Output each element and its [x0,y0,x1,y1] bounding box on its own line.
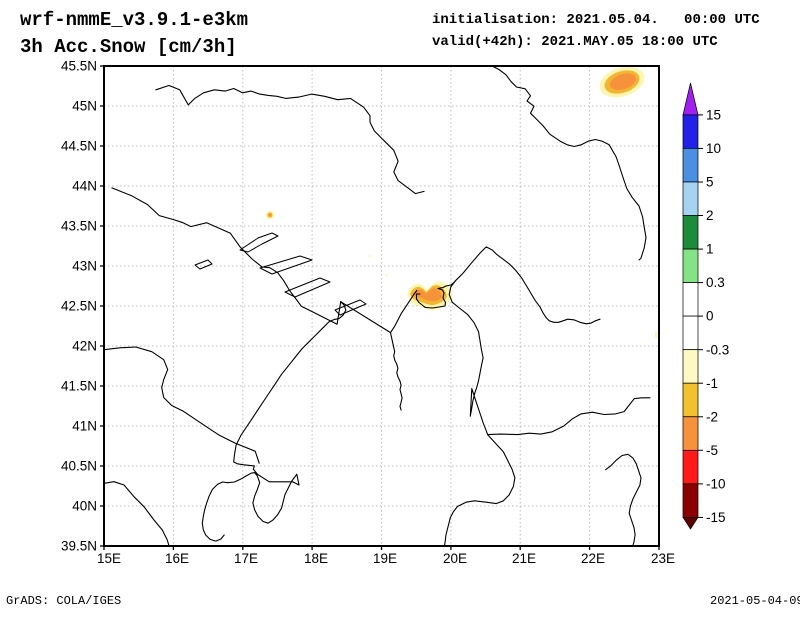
svg-text:40N: 40N [72,499,97,514]
svg-text:41.5N: 41.5N [61,379,97,394]
svg-text:0.3: 0.3 [706,275,725,290]
svg-text:44.5N: 44.5N [61,139,97,154]
svg-text:22E: 22E [581,551,605,566]
svg-text:15E: 15E [97,551,121,566]
svg-text:39.5N: 39.5N [61,539,97,554]
svg-text:16E: 16E [165,551,189,566]
svg-text:-5: -5 [706,443,718,458]
svg-text:41N: 41N [72,419,97,434]
svg-text:-2: -2 [706,409,718,424]
svg-text:-0.3: -0.3 [706,342,729,357]
svg-text:-15: -15 [706,510,726,525]
svg-text:43N: 43N [72,259,97,274]
svg-text:17E: 17E [234,551,258,566]
svg-text:5: 5 [706,175,714,190]
svg-text:2: 2 [706,208,714,223]
svg-text:15: 15 [706,108,721,123]
svg-text:1: 1 [706,242,714,257]
svg-text:40.5N: 40.5N [61,459,97,474]
svg-text:10: 10 [706,141,721,156]
svg-text:0: 0 [706,309,714,324]
svg-text:21E: 21E [512,551,536,566]
svg-text:44N: 44N [72,179,97,194]
svg-text:19E: 19E [373,551,397,566]
svg-text:45.5N: 45.5N [61,59,97,74]
svg-text:43.5N: 43.5N [61,219,97,234]
svg-text:23E: 23E [651,551,675,566]
svg-text:45N: 45N [72,99,97,114]
svg-text:42N: 42N [72,339,97,354]
svg-text:-1: -1 [706,376,718,391]
svg-text:42.5N: 42.5N [61,299,97,314]
svg-text:-10: -10 [706,477,726,492]
svg-text:20E: 20E [443,551,467,566]
svg-text:18E: 18E [304,551,328,566]
